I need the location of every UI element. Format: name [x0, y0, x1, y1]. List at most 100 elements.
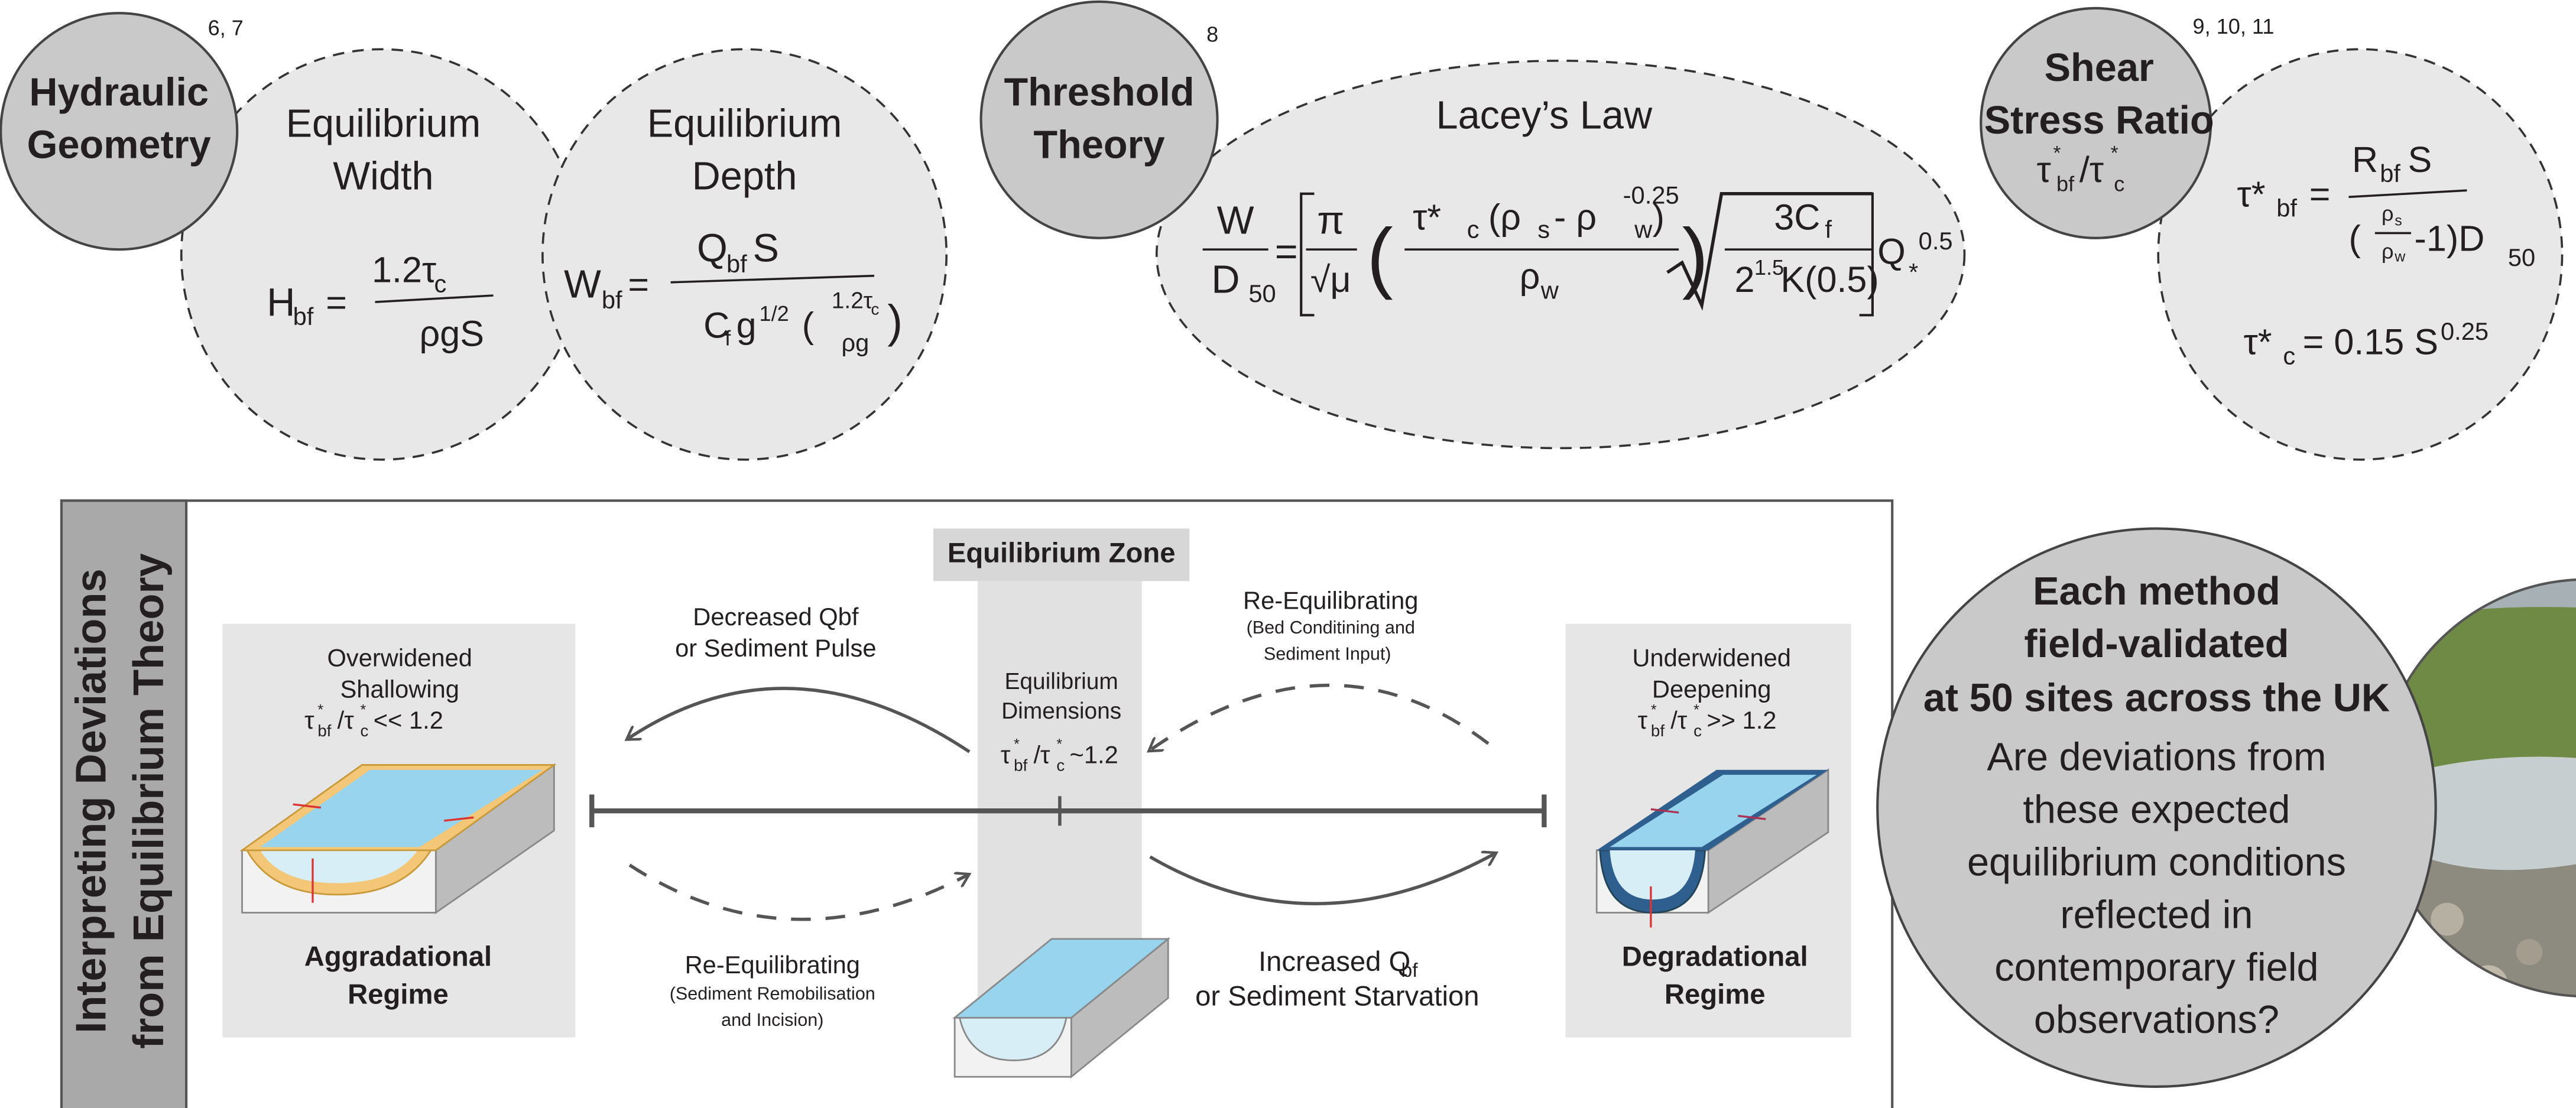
ellipse-title: Equilibrium	[647, 102, 842, 145]
label: (Sediment Remobilisation	[670, 983, 875, 1003]
reference: 6, 7	[208, 16, 244, 40]
formula: S	[752, 227, 778, 271]
formula: *	[2111, 142, 2118, 164]
formula: τ	[2037, 150, 2051, 190]
circle-title: Shear	[2045, 46, 2154, 90]
ratio: c	[361, 722, 369, 740]
ratio: /τ	[338, 706, 355, 734]
ratio: *	[1056, 736, 1062, 753]
label: or Sediment Pulse	[675, 634, 876, 662]
formula: H	[267, 281, 295, 324]
threshold-circle	[981, 2, 1218, 238]
formula: K(0.5)	[1780, 259, 1879, 300]
headline: field-validated	[2024, 622, 2289, 666]
formula: 0.5	[1919, 227, 1953, 255]
formula: τ*	[2237, 174, 2266, 214]
label: Decreased Qbf	[693, 603, 859, 631]
formula: c	[2114, 171, 2124, 196]
ratio: τ	[1001, 741, 1011, 769]
formula: )	[887, 297, 903, 347]
formula: bf	[2276, 194, 2297, 222]
formula: *	[1909, 258, 1918, 286]
formula: Q	[697, 227, 728, 271]
formula: c	[871, 300, 879, 318]
label: bf	[1401, 960, 1419, 982]
formula: D	[1211, 258, 1240, 301]
question: equilibrium conditions	[1967, 840, 2346, 884]
formula: 1.2τ	[832, 288, 873, 313]
formula: τ*	[2244, 321, 2272, 362]
formula: 1.5	[1754, 255, 1784, 280]
ratio: << 1.2	[374, 706, 443, 734]
reference: 9, 10, 11	[2193, 14, 2275, 38]
ratio: *	[317, 701, 323, 718]
label: Re-Equilibrating	[685, 951, 860, 979]
ratio: *	[1693, 701, 1699, 718]
formula: √μ	[1310, 259, 1351, 300]
formula: W	[1217, 199, 1254, 242]
formula: w	[1540, 276, 1559, 304]
ratio: *	[361, 701, 366, 718]
formula: ρ	[1520, 256, 1540, 296]
regime: Degradational	[1622, 941, 1808, 973]
formula: (	[1367, 213, 1393, 301]
formula: f	[725, 326, 731, 350]
ratio: /τ	[1670, 706, 1688, 734]
formula: ρ	[2382, 201, 2394, 225]
question: observations?	[2034, 998, 2279, 1042]
formula: c	[2283, 342, 2295, 370]
formula: 1/2	[760, 301, 789, 326]
circle-title: Hydraulic	[29, 71, 209, 115]
formula: 2	[1735, 259, 1755, 300]
formula: s	[1537, 216, 1550, 243]
panel-title: Interpreting Deviations	[68, 568, 115, 1034]
regime: Aggradational	[304, 941, 492, 973]
label: (Bed Conditining and	[1247, 618, 1415, 638]
formula: (	[802, 306, 814, 346]
circle-title: Stress Ratio	[1984, 99, 2214, 142]
ellipse-title: Lacey’s Law	[1436, 94, 1653, 138]
formula: = 0.15 S	[2303, 321, 2438, 362]
label: Equilibrium	[1005, 669, 1118, 694]
formula: =	[628, 264, 649, 304]
ratio: bf	[1014, 756, 1027, 775]
formula: c	[1467, 216, 1480, 243]
formula: ρ	[2382, 239, 2394, 263]
formula: 3C	[1774, 197, 1820, 237]
formula: (	[2348, 218, 2360, 258]
label: Underwidened	[1632, 644, 1791, 672]
question: contemporary field	[1994, 945, 2318, 989]
regime: Regime	[1665, 979, 1766, 1010]
ratio: *	[1014, 736, 1020, 753]
circle-title: Theory	[1033, 124, 1164, 167]
circle-title: Geometry	[27, 124, 211, 167]
label: Deepening	[1652, 675, 1772, 703]
headline: Each method	[2033, 570, 2280, 613]
ratio: bf	[1651, 722, 1665, 740]
question: reflected in	[2060, 893, 2253, 937]
formula: π	[1317, 199, 1344, 242]
formula: w	[1634, 216, 1653, 243]
formula: W	[564, 263, 601, 307]
ratio: ~1.2	[1070, 741, 1118, 769]
formula: )	[1682, 213, 1708, 301]
label: Increased Q	[1258, 946, 1410, 977]
formula: bf	[2380, 160, 2400, 187]
formula: ρg	[841, 329, 869, 356]
panel-title: from Equilibrium Theory	[125, 553, 173, 1049]
formula: bf	[726, 250, 747, 278]
reference: 8	[1206, 22, 1218, 47]
formula: *	[2053, 142, 2061, 164]
formula: ρgS	[420, 314, 485, 354]
label: Re-Equilibrating	[1243, 586, 1418, 614]
formula: =	[1275, 230, 1298, 274]
formula: f	[1825, 216, 1832, 243]
formula: 1.2τ	[372, 249, 436, 290]
formula: τ*	[1413, 197, 1441, 237]
ratio: >> 1.2	[1706, 706, 1776, 734]
formula: /τ	[2079, 150, 2104, 190]
label: Overwidened	[327, 644, 472, 672]
question: Are deviations from	[1987, 736, 2326, 779]
ratio: τ	[304, 706, 314, 734]
formula: 50	[2508, 243, 2535, 271]
